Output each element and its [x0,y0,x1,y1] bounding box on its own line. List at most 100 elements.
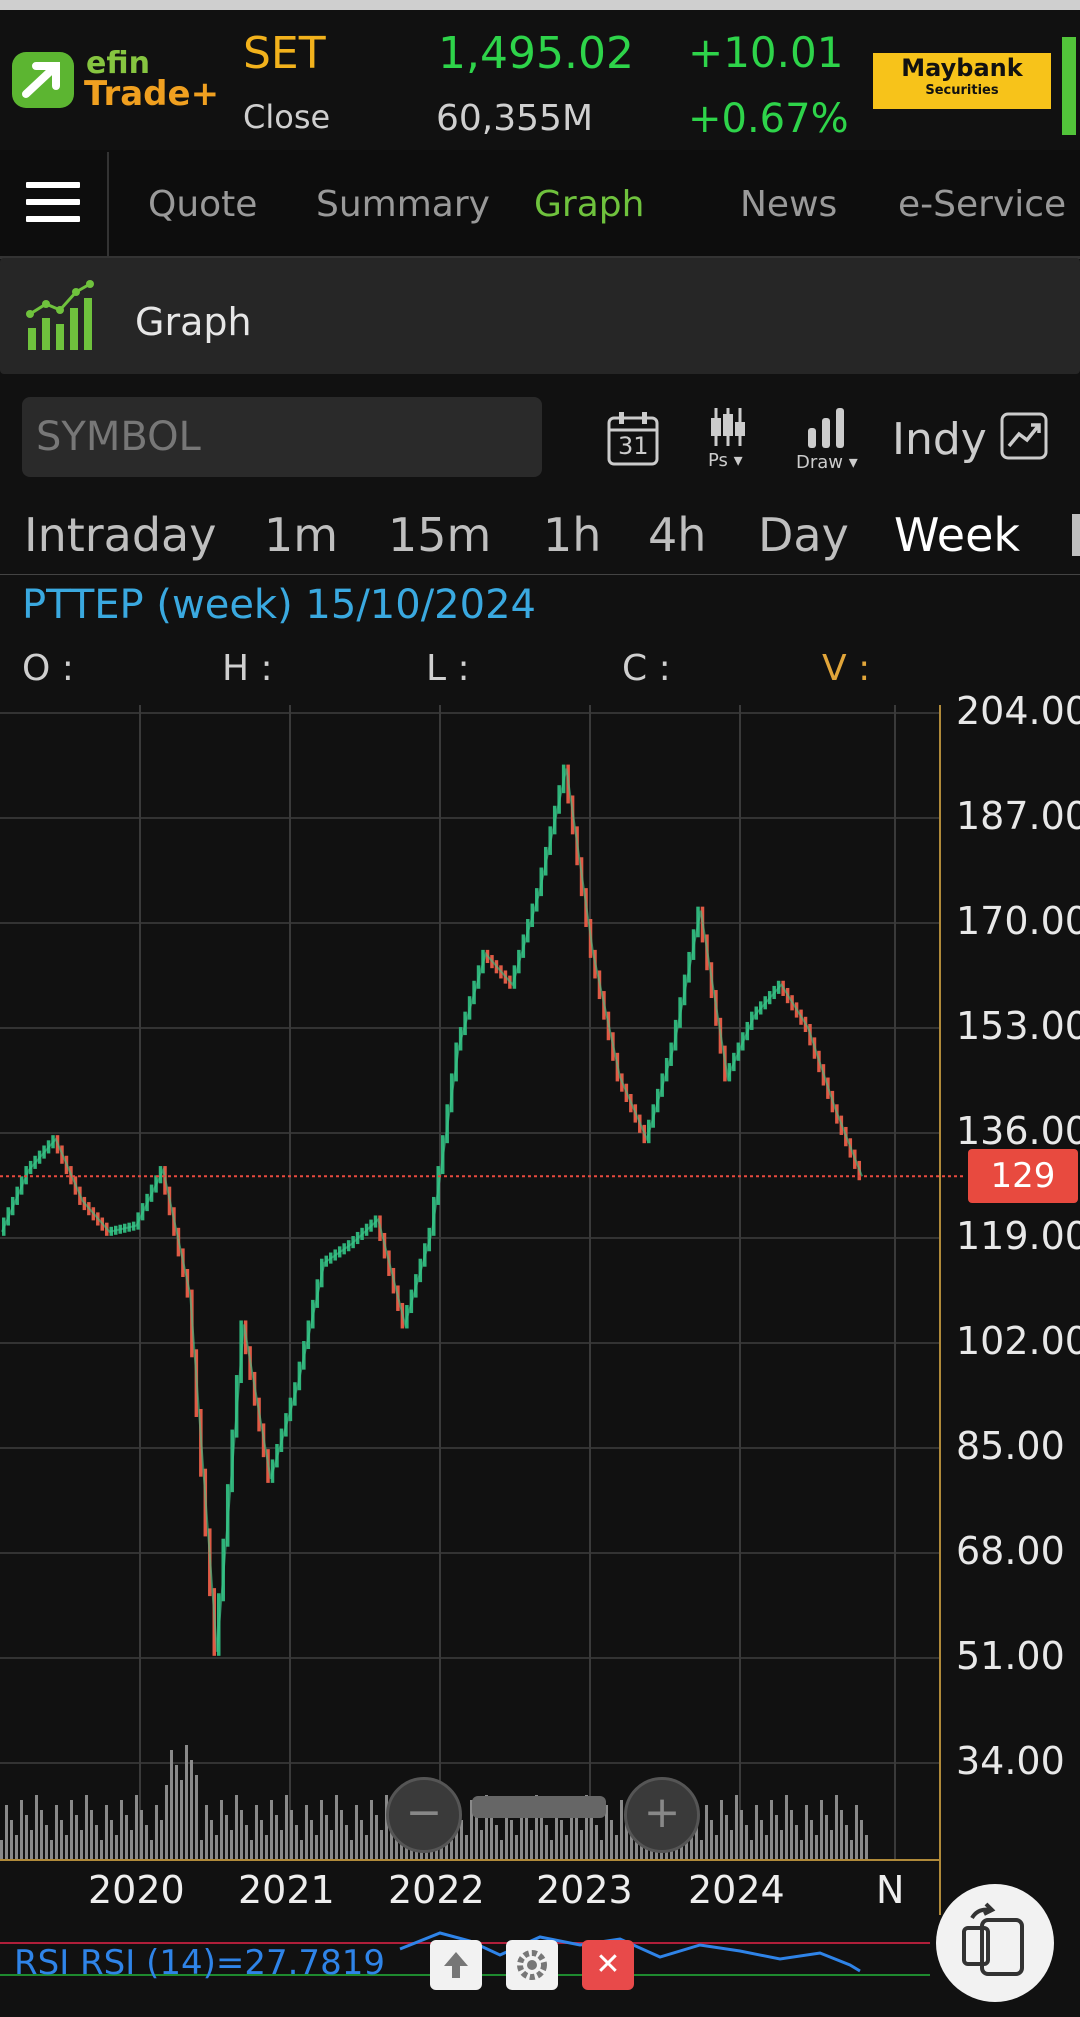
candlestick-type-icon[interactable] [708,406,748,452]
period-1h[interactable]: 1h [543,508,602,562]
ohlc-open: O : [22,648,74,689]
ohlc-high: H : [222,648,273,689]
volume-bar [475,1815,478,1860]
y-axis-label: 34.00 [956,1739,1065,1783]
volume-bar [140,1810,143,1860]
volume-bar [335,1795,338,1860]
volume-bar [835,1795,838,1860]
y-axis-label: 170.00 [956,899,1080,943]
y-axis-label: 68.00 [956,1529,1065,1573]
volume-bar [840,1810,843,1860]
stock-info: PTTEP (week) 15/10/2024 [22,582,536,628]
period-1m[interactable]: 1m [264,508,339,562]
indy-label[interactable]: Indy [892,414,987,465]
volume-bar [330,1830,333,1860]
volume-bar [370,1800,373,1860]
connection-indicator [1062,37,1076,135]
volume-bar [465,1835,468,1860]
volume-bar [740,1810,743,1860]
volume-bar [340,1810,343,1860]
volume-bar [375,1815,378,1860]
volume-bar [400,1840,403,1860]
volume-bar [45,1825,48,1860]
last-price-tag: 129 [968,1149,1078,1204]
volume-bar [380,1830,383,1860]
y-axis-label: 51.00 [956,1634,1065,1678]
symbol-input[interactable] [22,397,542,477]
index-value: 1,495.02 [438,28,634,79]
volume-bar [860,1820,863,1860]
rsi-move-up-button[interactable] [430,1940,482,1990]
calendar-day: 31 [618,432,649,460]
volume-bar [395,1825,398,1860]
price-chart[interactable] [0,705,1080,1915]
period-week[interactable]: Week [894,508,1021,562]
hamburger-menu-icon[interactable] [26,182,80,222]
volume-bar [85,1795,88,1860]
zoom-slider[interactable] [472,1796,606,1818]
rsi-settings-button[interactable] [506,1940,558,1990]
tab-summary[interactable]: Summary [316,184,490,225]
y-axis-label: 102.00 [956,1319,1080,1363]
volume-bar [450,1840,453,1860]
symbol-placeholder: SYMBOL [36,414,201,460]
volume-bar [800,1840,803,1860]
volume-bar [160,1820,163,1860]
volume-bar [275,1815,278,1860]
x-axis-label: 2024 [688,1868,785,1912]
volume-bar [60,1820,63,1860]
period-day[interactable]: Day [758,508,849,562]
volume-bar [385,1795,388,1860]
status-strip [0,0,1080,10]
volume-bar [210,1820,213,1860]
volume-bar [570,1800,573,1860]
indicator-icon[interactable] [1000,412,1048,464]
volume-bar [850,1840,853,1860]
volume-bar [605,1805,608,1860]
volume-bar [80,1830,83,1860]
volume-bar [560,1820,563,1860]
volume-bar [810,1820,813,1860]
period-intraday[interactable]: Intraday [24,508,217,562]
volume-bar [540,1810,543,1860]
volume-bar [290,1810,293,1860]
tab-news[interactable]: News [740,184,838,225]
volume-bar [730,1830,733,1860]
period-4h[interactable]: 4h [648,508,707,562]
maybank-name: Maybank [901,54,1023,82]
y-axis-label: 119.00 [956,1214,1080,1258]
volume-bar [295,1825,298,1860]
volume-bar [300,1840,303,1860]
volume-bar [115,1835,118,1860]
index-name: SET [243,28,326,79]
calendar-icon[interactable] [606,410,660,472]
volume-bar [235,1795,238,1860]
volume-bar [325,1815,328,1860]
volume-bar [580,1830,583,1860]
volume-bar [695,1825,698,1860]
volume-bar [215,1835,218,1860]
maybank-sub: Securities [925,83,999,98]
volume-bar [485,1795,488,1860]
volume-bar [805,1805,808,1860]
volume-bar [755,1805,758,1860]
tab-graph[interactable]: Graph [534,184,645,225]
ps-label: Ps ▾ [708,450,743,471]
volume-bar [25,1815,28,1860]
rotate-screen-button[interactable] [936,1884,1054,2002]
period-15m[interactable]: 15m [388,508,492,562]
draw-icon[interactable] [806,406,846,452]
volume-bar [155,1805,158,1860]
volume-bar [145,1825,148,1860]
tab-e-service[interactable]: e-Service [898,184,1067,225]
rsi-close-button[interactable]: ✕ [582,1940,634,1990]
volume-bar [320,1800,323,1860]
volume-bar [225,1815,228,1860]
volume-bar [195,1775,198,1860]
zoom-in-button[interactable]: + [624,1777,700,1853]
volume-bar [240,1810,243,1860]
zoom-out-button[interactable]: − [386,1777,462,1853]
gear-icon [517,1950,547,1980]
tab-quote[interactable]: Quote [148,184,258,225]
volume-bar [515,1835,518,1860]
